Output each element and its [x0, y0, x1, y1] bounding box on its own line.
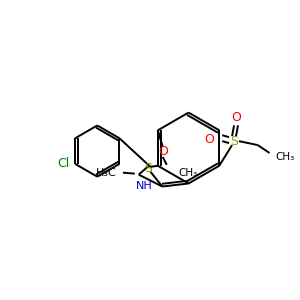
Text: CH₃: CH₃: [178, 168, 198, 178]
Text: H₃C: H₃C: [96, 168, 117, 178]
Text: S: S: [230, 135, 238, 148]
Text: Cl: Cl: [57, 158, 69, 170]
Text: NH: NH: [136, 181, 152, 191]
Text: CH₃: CH₃: [275, 152, 295, 162]
Text: O: O: [231, 111, 241, 124]
Text: O: O: [158, 146, 168, 158]
Text: O: O: [205, 133, 214, 146]
Text: S: S: [145, 162, 152, 175]
